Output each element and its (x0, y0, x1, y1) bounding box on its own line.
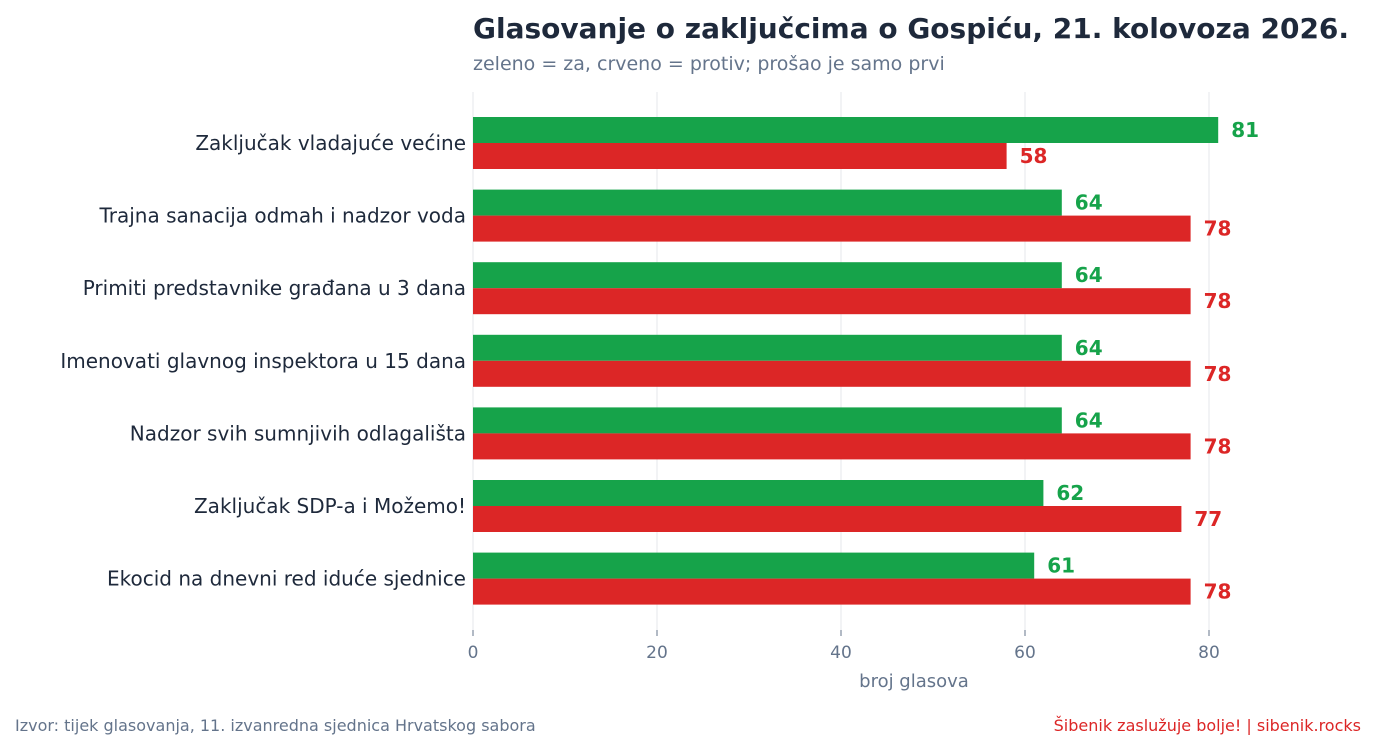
x-axis: 0 20 40 60 80 (468, 630, 1220, 663)
bar (473, 506, 1182, 532)
bar-value-label: 78 (1204, 289, 1232, 313)
x-tick-label: 0 (468, 643, 479, 663)
bar-value-label: 78 (1204, 434, 1232, 458)
bar (473, 480, 1044, 506)
bar (473, 288, 1191, 315)
bar-value-label: 78 (1204, 362, 1232, 386)
bar (473, 433, 1191, 460)
category-label: Imenovati glavnog inspektora u 15 dana (60, 349, 466, 373)
bar-value-label: 64 (1075, 336, 1103, 360)
bar (473, 407, 1062, 434)
chart-title: Glasovanje o zaključcima o Gospiću, 21. … (473, 12, 1349, 45)
bar-value-label: 58 (1020, 144, 1048, 168)
x-tick-label: 20 (646, 643, 668, 663)
brand-note: Šibenik zaslužuje bolje! | sibenik.rocks (1054, 716, 1361, 735)
source-note: Izvor: tijek glasovanja, 11. izvanredna … (15, 716, 536, 735)
category-label: Nadzor svih sumnjivih odlagališta (130, 421, 466, 445)
category-label: Zaključak vladajuće većine (195, 131, 466, 155)
bar (473, 215, 1191, 242)
category-labels: Zaključak vladajuće većine Trajna sanacij… (60, 131, 466, 591)
category-label: Ekocid na dnevni red iduće sjednice (107, 567, 466, 591)
bar (473, 578, 1191, 605)
bar-value-label: 78 (1204, 580, 1232, 604)
bar-value-label: 81 (1231, 118, 1259, 142)
bar-value-label: 64 (1075, 408, 1103, 432)
bars: 81 58 64 78 64 78 64 78 64 78 62 77 61 78 (473, 117, 1259, 605)
bar-value-label: 64 (1075, 191, 1103, 215)
x-tick-label: 60 (1014, 643, 1036, 663)
bar (473, 262, 1062, 289)
category-label: Primiti predstavnike građana u 3 dana (83, 276, 466, 300)
bar (473, 552, 1035, 579)
chart-subtitle: zeleno = za, crveno = protiv; prošao je … (473, 53, 945, 75)
x-tick-label: 80 (1198, 643, 1220, 663)
bar-value-label: 61 (1047, 554, 1075, 578)
bar-value-label: 77 (1194, 507, 1222, 531)
bar (473, 360, 1191, 387)
x-tick-label: 40 (830, 643, 852, 663)
category-label: Zaključak SDP-a i Možemo! (194, 494, 466, 518)
category-label: Trajna sanacija odmah i nadzor voda (98, 204, 466, 228)
bar (473, 143, 1007, 169)
x-axis-title: broj glasova (859, 671, 969, 692)
bar-value-label: 78 (1204, 217, 1232, 241)
bar (473, 334, 1062, 361)
bar (473, 189, 1062, 216)
bar (473, 117, 1219, 143)
bar-value-label: 64 (1075, 263, 1103, 287)
bar-value-label: 62 (1056, 481, 1084, 505)
